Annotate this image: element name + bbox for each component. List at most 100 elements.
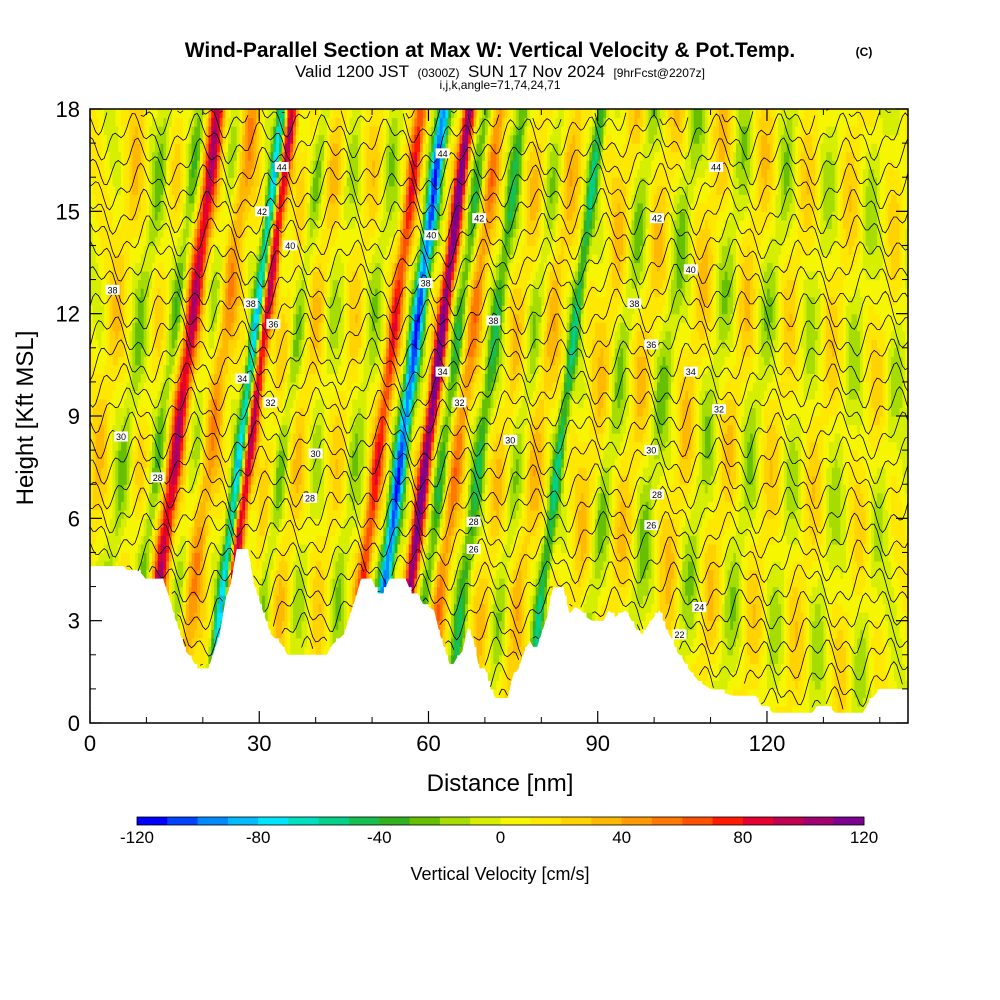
velocity-cell bbox=[95, 390, 100, 400]
velocity-cell bbox=[157, 458, 162, 468]
velocity-cell bbox=[135, 484, 139, 494]
velocity-cell bbox=[104, 245, 108, 255]
velocity-cell bbox=[115, 134, 119, 144]
velocity-cell bbox=[92, 484, 97, 494]
velocity-cell bbox=[115, 398, 119, 409]
velocity-cell bbox=[112, 373, 116, 383]
velocity-cell bbox=[101, 253, 105, 264]
velocity-cell bbox=[137, 492, 142, 502]
velocity-cell bbox=[98, 381, 102, 392]
velocity-cell bbox=[98, 117, 102, 127]
velocity-cell bbox=[146, 441, 150, 451]
velocity-cell bbox=[90, 424, 94, 434]
velocity-cell bbox=[95, 458, 100, 468]
velocity-cell bbox=[90, 211, 94, 221]
velocity-cell bbox=[123, 424, 128, 434]
velocity-cell bbox=[143, 569, 148, 579]
velocity-cell bbox=[135, 347, 139, 357]
section-indices-text: i,j,k,angle=71,74,24,71 bbox=[439, 78, 560, 92]
velocity-cell bbox=[90, 398, 94, 409]
velocity-cell bbox=[143, 518, 148, 528]
velocity-cell bbox=[118, 467, 122, 477]
velocity-cell bbox=[146, 552, 150, 562]
velocity-cell bbox=[137, 245, 142, 255]
velocity-cell bbox=[135, 450, 139, 460]
velocity-cell bbox=[129, 117, 133, 127]
velocity-cell bbox=[146, 151, 150, 161]
velocity-cell bbox=[129, 219, 133, 229]
velocity-cell bbox=[149, 305, 153, 315]
velocity-cell bbox=[135, 219, 139, 229]
velocity-cell bbox=[146, 569, 150, 579]
velocity-cell bbox=[112, 253, 116, 264]
velocity-cell bbox=[157, 160, 162, 170]
velocity-cell bbox=[152, 560, 156, 571]
velocity-cell bbox=[132, 322, 136, 332]
velocity-cell bbox=[115, 484, 119, 494]
velocity-cell bbox=[92, 202, 97, 212]
velocity-cell bbox=[129, 450, 133, 460]
velocity-cell bbox=[129, 288, 133, 298]
velocity-cell bbox=[98, 202, 102, 212]
velocity-cell bbox=[129, 313, 133, 323]
velocity-cell bbox=[157, 271, 162, 281]
velocity-cell bbox=[109, 211, 114, 221]
velocity-cell bbox=[118, 347, 122, 357]
velocity-cell bbox=[152, 305, 156, 315]
velocity-cell bbox=[126, 202, 131, 212]
velocity-cell bbox=[92, 518, 97, 528]
velocity-cell bbox=[143, 398, 148, 409]
velocity-cell bbox=[157, 407, 162, 417]
velocity-cell bbox=[109, 305, 114, 315]
valid-time-text: Valid 1200 JST bbox=[295, 62, 409, 81]
velocity-cell bbox=[157, 484, 162, 494]
velocity-cell bbox=[118, 356, 122, 366]
velocity-cell bbox=[129, 518, 133, 528]
velocity-cell bbox=[146, 364, 150, 374]
velocity-cell bbox=[109, 262, 114, 272]
velocity-cell bbox=[135, 501, 139, 511]
velocity-cell bbox=[106, 424, 111, 434]
velocity-cell bbox=[146, 194, 150, 204]
velocity-cell bbox=[132, 151, 136, 161]
velocity-cell bbox=[101, 236, 105, 247]
velocity-cell bbox=[126, 373, 131, 383]
velocity-cell bbox=[95, 134, 100, 144]
velocity-cell bbox=[135, 262, 139, 272]
velocity-cell bbox=[98, 109, 102, 119]
velocity-cell bbox=[115, 168, 119, 178]
velocity-cell bbox=[152, 160, 156, 170]
velocity-cell bbox=[126, 467, 131, 477]
velocity-cell bbox=[149, 185, 153, 195]
velocity-cell bbox=[152, 569, 156, 579]
velocity-cell bbox=[132, 134, 136, 144]
velocity-cell bbox=[121, 518, 125, 528]
velocity-cell bbox=[101, 373, 105, 383]
velocity-cell bbox=[140, 134, 145, 144]
velocity-cell bbox=[90, 356, 94, 366]
velocity-cell bbox=[137, 518, 142, 528]
velocity-cell bbox=[123, 219, 128, 229]
velocity-cell bbox=[115, 279, 119, 289]
velocity-cell bbox=[129, 373, 133, 383]
velocity-cell bbox=[101, 458, 105, 468]
velocity-cell bbox=[143, 364, 148, 374]
velocity-cell bbox=[121, 185, 125, 195]
velocity-cell bbox=[101, 219, 105, 229]
velocity-cell bbox=[121, 364, 125, 374]
velocity-cell bbox=[152, 407, 156, 417]
velocity-cell bbox=[149, 211, 153, 221]
velocity-cell bbox=[135, 134, 139, 144]
velocity-cell bbox=[154, 160, 159, 170]
velocity-cell bbox=[154, 373, 159, 383]
velocity-cell bbox=[135, 271, 139, 281]
velocity-cell bbox=[143, 236, 148, 247]
velocity-cell bbox=[129, 433, 133, 443]
velocity-cell bbox=[115, 450, 119, 460]
velocity-cell bbox=[152, 228, 156, 238]
velocity-cell bbox=[95, 211, 100, 221]
velocity-cell bbox=[104, 305, 108, 315]
velocity-cell bbox=[146, 271, 150, 281]
velocity-cell bbox=[154, 211, 159, 221]
